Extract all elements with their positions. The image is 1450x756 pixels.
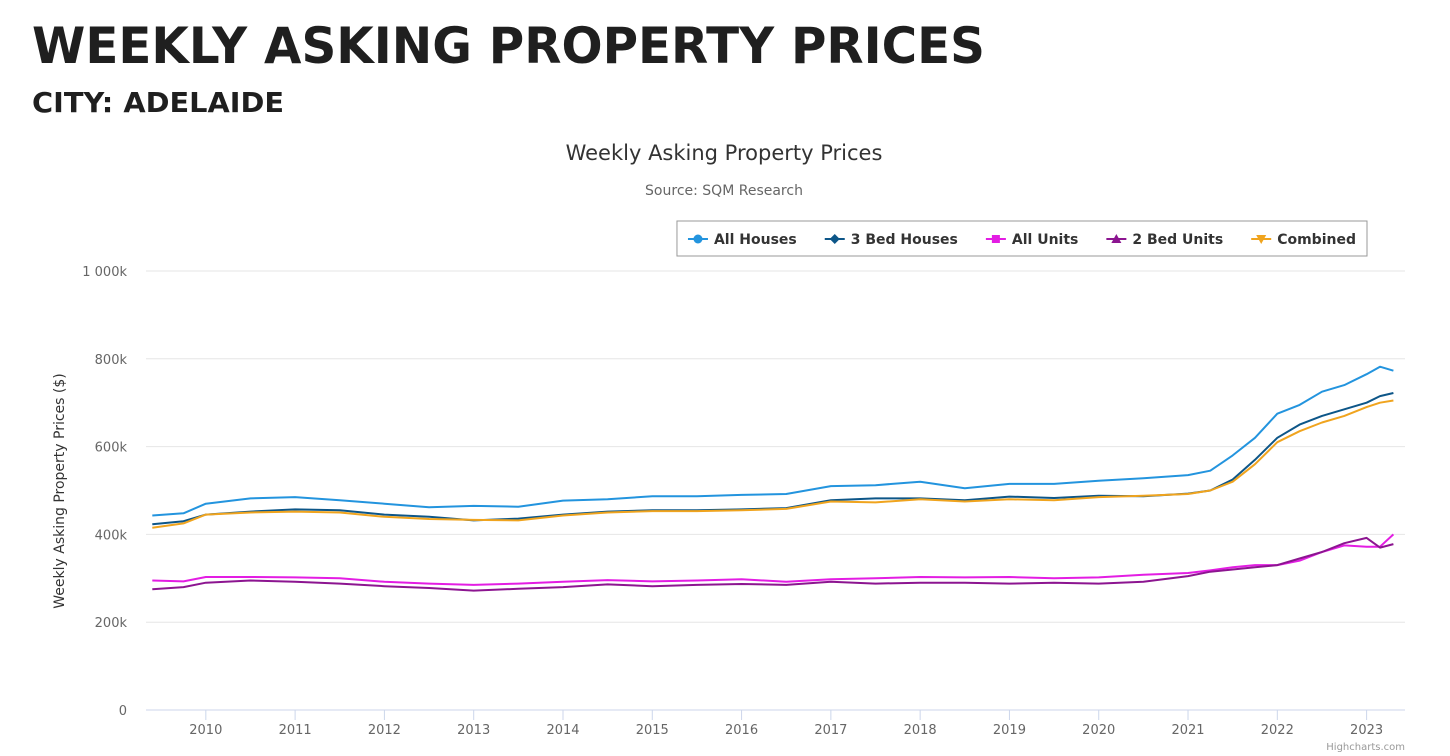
legend-symbol [1111,234,1122,243]
x-tick-label: 2017 [814,723,847,738]
x-tick-label: 2023 [1350,723,1383,738]
x-tick-label: 2010 [189,723,222,738]
legend-symbol [991,235,1000,243]
x-tick-label: 2020 [1082,723,1115,738]
x-tick-label: 2011 [279,723,312,738]
legend-symbol [829,234,840,244]
x-tick-label: 2015 [636,723,669,738]
legend-label: 3 Bed Houses [851,232,958,248]
legend-label: All Units [1012,232,1078,248]
legend-label: 2 Bed Units [1132,232,1223,248]
chart-subtitle: Source: SQM Research [645,183,803,199]
x-tick-label: 2014 [546,723,579,738]
series-line [152,536,1394,592]
y-tick-label: 1 000k [82,265,127,280]
legend-symbol [693,234,703,244]
y-tick-label: 400k [95,528,128,543]
series-line [152,392,1394,526]
x-tick-label: 2019 [993,723,1026,738]
y-tick-label: 0 [119,704,127,719]
page-subtitle: CITY: ADELAIDE [32,86,284,119]
series-line [152,533,1395,586]
series-line [152,399,1394,529]
x-tick-label: 2021 [1171,723,1204,738]
legend-symbol [1256,235,1267,244]
x-tick-label: 2013 [457,723,490,738]
x-tick-label: 2012 [368,723,401,738]
legend-label: All Houses [714,232,797,248]
page-title: WEEKLY ASKING PROPERTY PRICES [32,17,985,75]
legend-label: Combined [1277,232,1356,248]
y-axis-title: Weekly Asking Property Prices ($) [52,373,68,608]
y-tick-label: 600k [95,441,128,456]
x-tick-label: 2022 [1261,723,1294,738]
y-tick-label: 800k [95,353,128,368]
y-tick-label: 200k [95,616,128,631]
credits: Highcharts.com [1326,742,1405,753]
chart-title: Weekly Asking Property Prices [566,141,883,165]
series-line [152,365,1394,517]
x-tick-label: 2018 [904,723,937,738]
x-tick-label: 2016 [725,723,758,738]
